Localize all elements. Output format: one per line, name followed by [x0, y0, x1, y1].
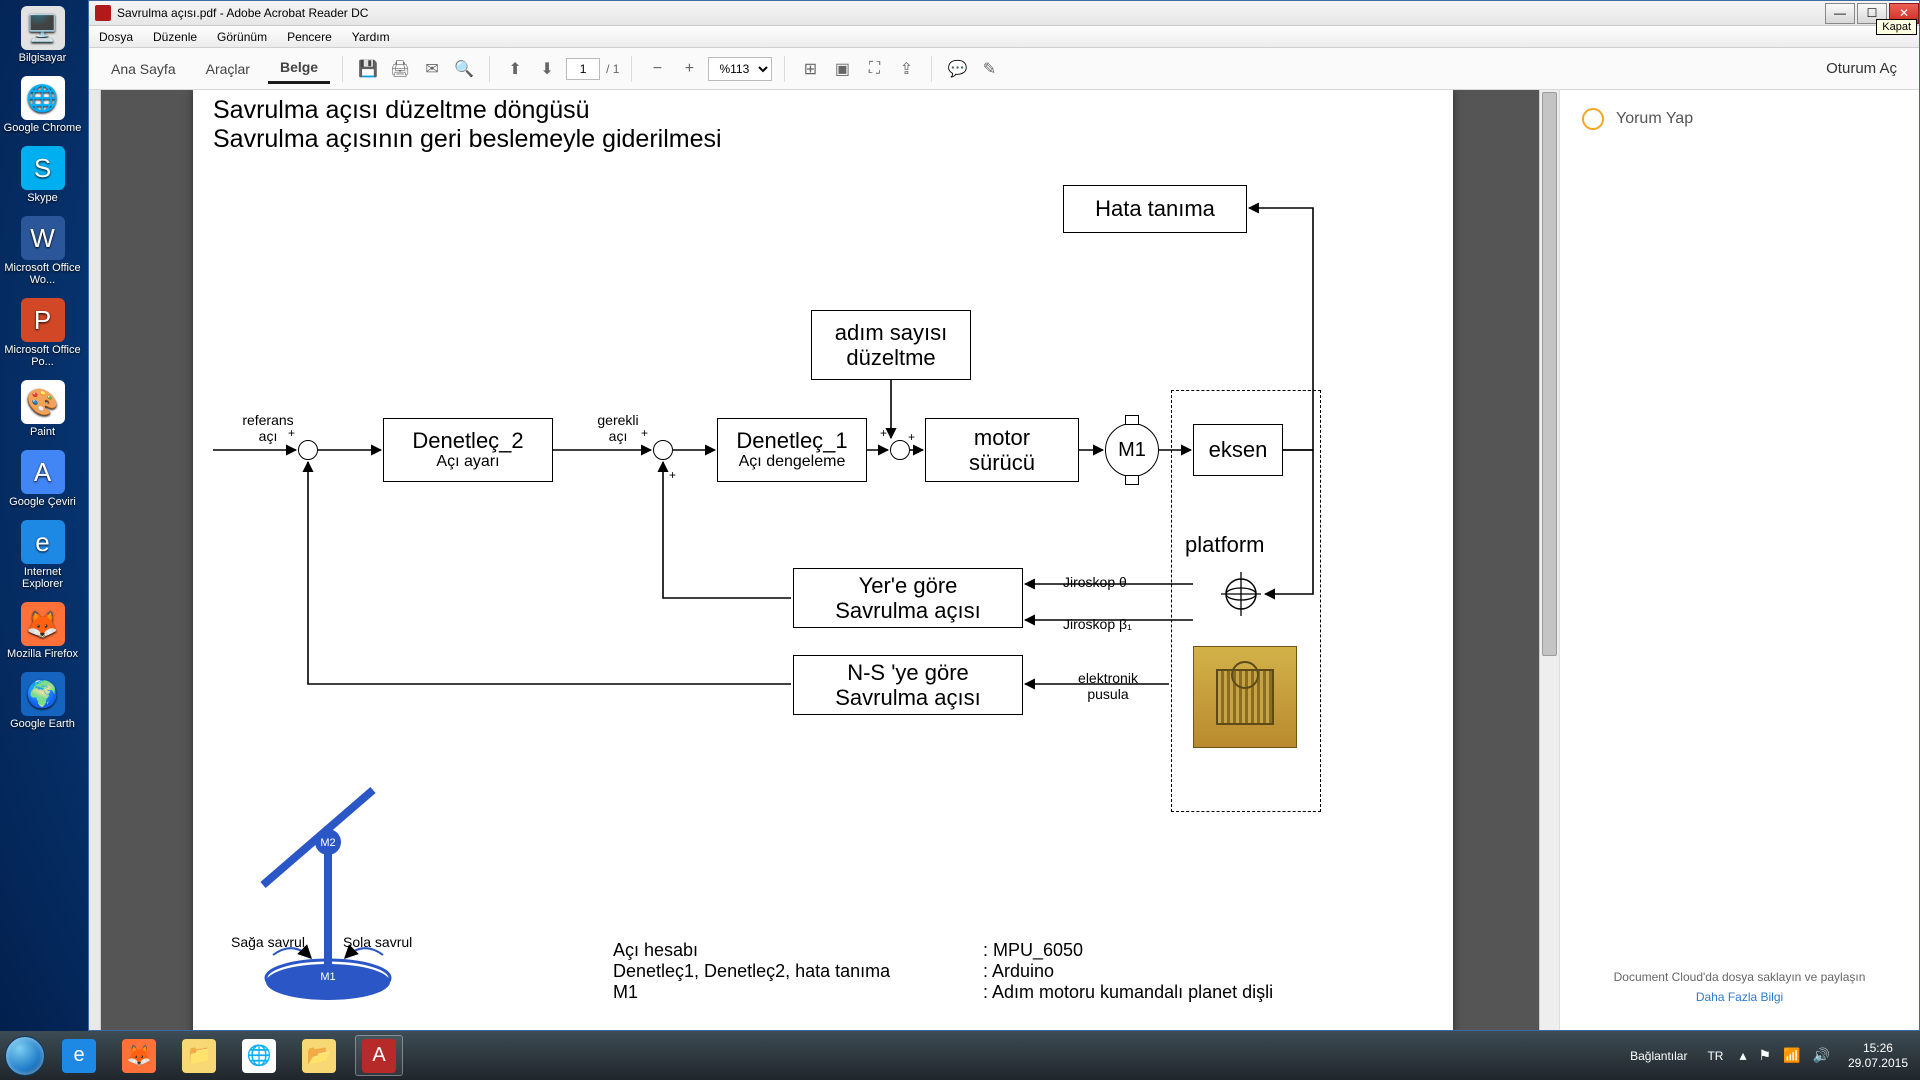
- taskbar-app-ie[interactable]: e: [49, 1031, 109, 1080]
- more-info-link[interactable]: Daha Fazla Bilgi: [1578, 990, 1901, 1004]
- comment-icon[interactable]: 💬: [944, 56, 970, 82]
- taskbar-app-acrobat[interactable]: A: [349, 1031, 409, 1080]
- taskbar-app-chrome[interactable]: 🌐: [229, 1031, 289, 1080]
- menu-item[interactable]: Pencere: [277, 30, 342, 44]
- zoom-out-icon[interactable]: −: [644, 56, 670, 82]
- acrobat-app-icon: [95, 5, 111, 21]
- taskbar: e🦊📁🌐📂A Bağlantılar TR ▴ ⚑ 📶 🔊 15:2629.07…: [0, 1031, 1920, 1080]
- tray-chevron-icon[interactable]: ▴: [1733, 1047, 1752, 1064]
- comment-button[interactable]: Yorum Yap: [1560, 90, 1919, 148]
- desktop-icon[interactable]: SSkype: [0, 140, 85, 210]
- desktop-icon[interactable]: 🌐Google Chrome: [0, 70, 85, 140]
- desktop-icon[interactable]: AGoogle Çeviri: [0, 444, 85, 514]
- mail-icon[interactable]: ✉: [419, 56, 445, 82]
- page-number-input[interactable]: [566, 58, 600, 80]
- start-button[interactable]: [0, 1031, 49, 1080]
- toolbar: Ana Sayfa Araçlar Belge 💾 🖨 ✉ 🔍 ⬆ ⬇ / 1 …: [89, 48, 1919, 90]
- svg-text:M2: M2: [320, 837, 335, 849]
- taskbar-app-firefox[interactable]: 🦊: [109, 1031, 169, 1080]
- fit-page-icon[interactable]: ▣: [829, 56, 855, 82]
- menu-item[interactable]: Dosya: [89, 30, 143, 44]
- page-total: / 1: [606, 62, 619, 76]
- desktop-icon[interactable]: eInternet Explorer: [0, 514, 85, 596]
- menu-item[interactable]: Görünüm: [207, 30, 277, 44]
- page-up-icon[interactable]: ⬆: [502, 56, 528, 82]
- tab-tools[interactable]: Araçlar: [194, 55, 262, 83]
- turret-sketch: M2 M1: [233, 780, 443, 1020]
- menu-item[interactable]: Yardım: [342, 30, 400, 44]
- acrobat-window: Kapat Savrulma açısı.pdf - Adobe Acrobat…: [88, 0, 1920, 1031]
- desktop-icon[interactable]: WMicrosoft Office Wo...: [0, 210, 85, 292]
- menu-bar: DosyaDüzenleGörünümPencereYardım: [89, 26, 1919, 48]
- sign-icon[interactable]: ✎: [976, 56, 1002, 82]
- window-titlebar[interactable]: Savrulma açısı.pdf - Adobe Acrobat Reade…: [89, 1, 1919, 26]
- label-sola: Sola savrul: [343, 934, 412, 950]
- action-center-icon[interactable]: ⚑: [1753, 1047, 1778, 1064]
- tab-home[interactable]: Ana Sayfa: [99, 55, 188, 83]
- taskbar-app-explorer[interactable]: 📁: [169, 1031, 229, 1080]
- desktop-icon[interactable]: 🦊Mozilla Firefox: [0, 596, 85, 666]
- share-icon[interactable]: ⇪: [893, 56, 919, 82]
- tab-document[interactable]: Belge: [268, 53, 330, 84]
- page-down-icon[interactable]: ⬇: [534, 56, 560, 82]
- comment-bubble-icon: [1582, 108, 1604, 130]
- signin-link[interactable]: Oturum Aç: [1826, 60, 1909, 77]
- vertical-scrollbar[interactable]: [1539, 90, 1559, 1030]
- legend: Açı hesabı: MPU_6050 Denetleç1, Denetleç…: [613, 940, 1273, 1003]
- pdf-page: Savrulma açısı düzeltme döngüsü Savrulma…: [193, 90, 1453, 1030]
- zoom-in-icon[interactable]: +: [676, 56, 702, 82]
- label-saga: Sağa savrul: [231, 934, 305, 950]
- desktop-icon[interactable]: 🖥️Bilgisayar: [0, 0, 85, 70]
- document-viewport[interactable]: Savrulma açısı düzeltme döngüsü Savrulma…: [101, 90, 1539, 1030]
- desktop-icon[interactable]: PMicrosoft Office Po...: [0, 292, 85, 374]
- cloud-promo-text: Document Cloud'da dosya saklayın ve payl…: [1578, 970, 1901, 984]
- print-icon[interactable]: 🖨: [387, 56, 413, 82]
- fit-width-icon[interactable]: ⊞: [797, 56, 823, 82]
- tray-links[interactable]: Bağlantılar: [1620, 1049, 1697, 1063]
- left-rail[interactable]: [89, 90, 101, 1030]
- language-indicator[interactable]: TR: [1697, 1049, 1733, 1063]
- desktop-icon[interactable]: 🎨Paint: [0, 374, 85, 444]
- clock[interactable]: 15:2629.07.2015: [1836, 1041, 1920, 1070]
- volume-icon[interactable]: 🔊: [1807, 1047, 1836, 1064]
- window-title: Savrulma açısı.pdf - Adobe Acrobat Reade…: [117, 6, 368, 20]
- search-icon[interactable]: 🔍: [451, 56, 477, 82]
- save-icon[interactable]: 💾: [355, 56, 381, 82]
- menu-item[interactable]: Düzenle: [143, 30, 207, 44]
- window-minimize-button[interactable]: —: [1825, 3, 1855, 24]
- desktop-icon[interactable]: 🌍Google Earth: [0, 666, 85, 736]
- zoom-select[interactable]: %113: [708, 57, 772, 81]
- network-icon[interactable]: 📶: [1777, 1047, 1806, 1064]
- svg-text:M1: M1: [320, 971, 335, 983]
- close-tooltip: Kapat: [1876, 19, 1917, 35]
- side-panel: Yorum Yap Document Cloud'da dosya saklay…: [1559, 90, 1919, 1030]
- taskbar-app-folder2[interactable]: 📂: [289, 1031, 349, 1080]
- fullscreen-icon[interactable]: ⛶: [861, 56, 887, 82]
